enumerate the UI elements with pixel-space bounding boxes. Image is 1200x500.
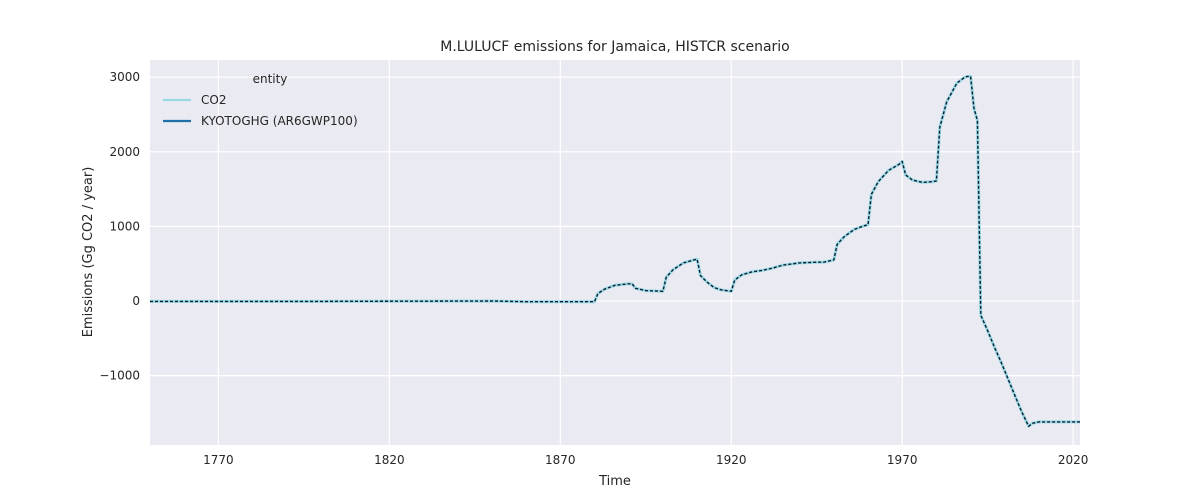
x-tick-label: 1820 <box>374 453 405 467</box>
legend-label-co2: CO2 <box>201 93 226 107</box>
x-tick-label: 1870 <box>545 453 576 467</box>
y-tick-label: 3000 <box>109 70 140 84</box>
x-tick-label: 2020 <box>1058 453 1089 467</box>
y-tick-label: 0 <box>132 294 140 308</box>
chart-title: M.LULUCF emissions for Jamaica, HISTCR s… <box>440 39 790 55</box>
series-layer <box>150 74 1080 428</box>
plot-area <box>150 60 1080 445</box>
x-axis-label: Time <box>598 474 631 489</box>
x-tick-label: 1970 <box>887 453 918 467</box>
legend-label-kyotoghg: KYOTOGHG (AR6GWP100) <box>201 114 358 128</box>
x-tick-label: 1770 <box>203 453 234 467</box>
series-line-kyotoghg <box>150 75 1080 427</box>
legend: entity CO2 KYOTOGHG (AR6GWP100) <box>163 72 358 128</box>
y-tick-label: −1000 <box>99 369 140 383</box>
legend-title: entity <box>253 72 288 86</box>
tick-labels: 1770 1820 1870 1920 1970 2020 −1000 0 1000 2000 30… <box>99 70 1088 467</box>
y-tick-label: 1000 <box>109 219 140 233</box>
y-tick-label: 2000 <box>109 145 140 159</box>
y-axis-label: Emissions (Gg CO2 / year) <box>81 167 96 338</box>
x-tick-label: 1920 <box>716 453 747 467</box>
